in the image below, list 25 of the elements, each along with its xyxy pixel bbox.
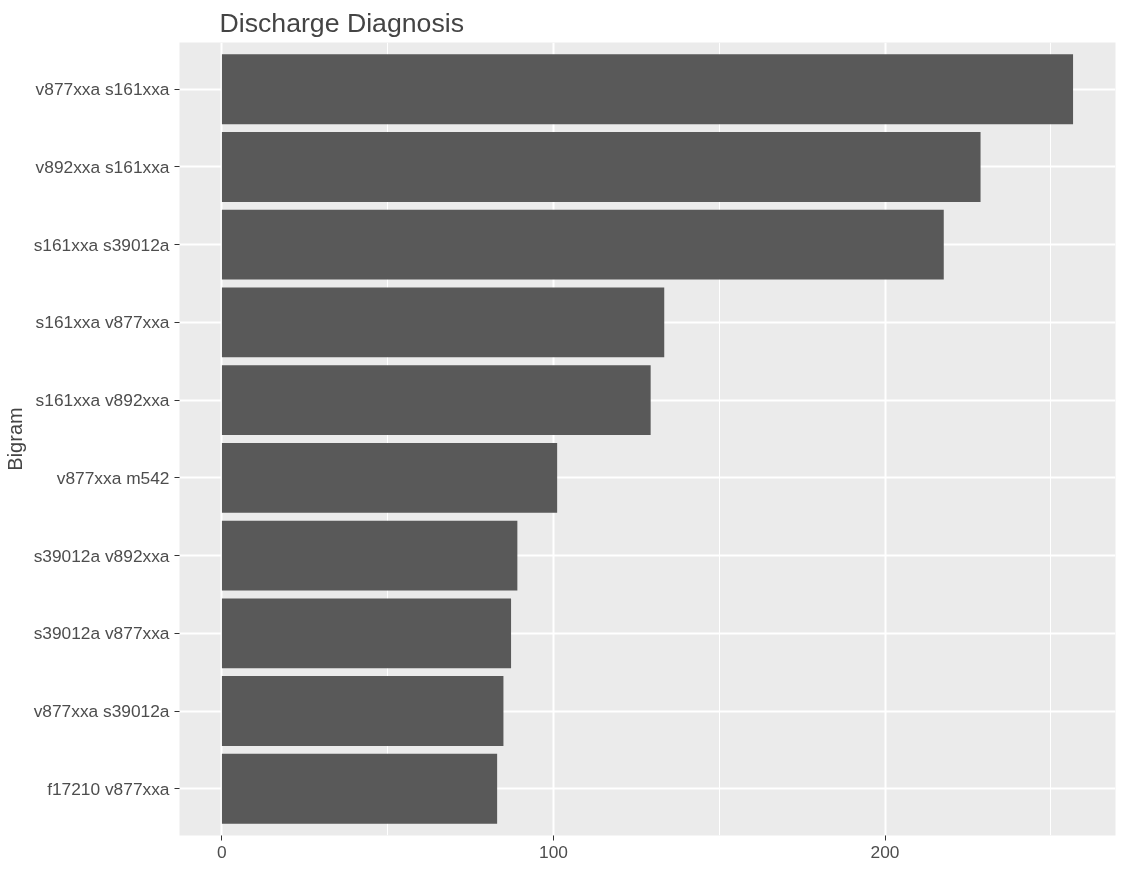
chart-title: Discharge Diagnosis bbox=[219, 7, 464, 38]
y-tick-label: s39012a v877xxa bbox=[33, 623, 170, 644]
bar bbox=[221, 209, 944, 280]
bar bbox=[221, 676, 504, 747]
y-axis-title: Bigram bbox=[3, 407, 26, 471]
bar bbox=[221, 753, 498, 824]
y-tick-label: f17210 v877xxa bbox=[47, 778, 170, 799]
x-tick-label: 100 bbox=[539, 841, 568, 862]
bar bbox=[221, 54, 1074, 125]
y-tick-label: s161xxa s39012a bbox=[33, 234, 170, 255]
y-tick-label: v877xxa m542 bbox=[56, 467, 170, 488]
bar bbox=[221, 520, 518, 591]
y-tick-label: s161xxa v892xxa bbox=[35, 390, 170, 411]
y-tick-label: s161xxa v877xxa bbox=[35, 312, 170, 333]
x-tick-label: 0 bbox=[217, 841, 227, 862]
bar bbox=[221, 287, 665, 358]
bar bbox=[221, 442, 558, 513]
bar bbox=[221, 598, 512, 669]
y-tick-label: v877xxa s39012a bbox=[33, 701, 170, 722]
bar bbox=[221, 131, 981, 202]
x-tick-label: 200 bbox=[870, 841, 900, 862]
y-tick-label: s39012a v892xxa bbox=[33, 545, 170, 566]
bar bbox=[221, 365, 651, 436]
y-tick-label: v892xxa s161xxa bbox=[35, 156, 170, 177]
y-tick-label: v877xxa s161xxa bbox=[35, 79, 170, 100]
